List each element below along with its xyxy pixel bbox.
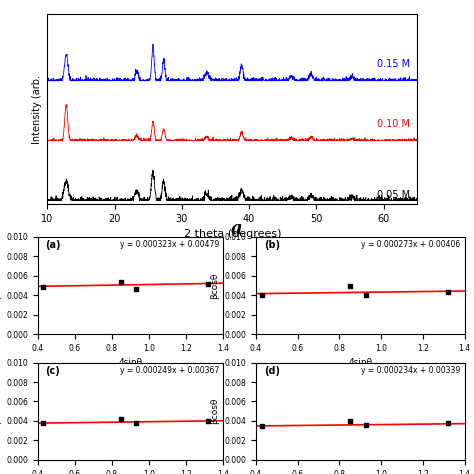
Text: 0.05 M: 0.05 M [377, 190, 410, 200]
Point [204, 417, 212, 425]
Text: y = 0.000323x + 0.00479: y = 0.000323x + 0.00479 [120, 240, 219, 249]
Text: a: a [231, 220, 243, 238]
Point [363, 292, 370, 299]
Point [117, 278, 125, 285]
Point [444, 289, 452, 296]
Point [346, 418, 354, 425]
Y-axis label: βcosθ: βcosθ [210, 398, 219, 424]
Point [204, 280, 212, 288]
Point [363, 421, 370, 428]
Point [132, 419, 140, 427]
Point [444, 419, 452, 427]
Text: (c): (c) [46, 365, 60, 375]
Text: (d): (d) [264, 365, 280, 375]
Text: y = 0.000273x + 0.00406: y = 0.000273x + 0.00406 [361, 240, 460, 249]
Point [117, 415, 125, 423]
X-axis label: 4sinθ: 4sinθ [118, 358, 142, 367]
Point [40, 419, 47, 427]
Point [132, 286, 140, 293]
Point [40, 283, 47, 291]
Text: 0.10 M: 0.10 M [377, 119, 410, 129]
Text: 0.15 M: 0.15 M [377, 59, 410, 69]
Y-axis label: βcosθ: βcosθ [0, 273, 1, 299]
Text: (b): (b) [264, 240, 281, 250]
Point [346, 282, 354, 289]
Y-axis label: βcosθ: βcosθ [0, 398, 1, 424]
Point [258, 291, 266, 299]
X-axis label: 4sinθ: 4sinθ [348, 358, 372, 367]
Text: y = 0.000234x + 0.00339: y = 0.000234x + 0.00339 [361, 365, 460, 374]
Text: (a): (a) [46, 240, 61, 250]
Y-axis label: βcosθ: βcosθ [210, 273, 219, 299]
Point [258, 422, 266, 430]
Text: y = 0.000249x + 0.00367: y = 0.000249x + 0.00367 [120, 365, 219, 374]
Y-axis label: Intensity (arb.: Intensity (arb. [32, 74, 42, 144]
X-axis label: 2 theta (degrees): 2 theta (degrees) [183, 229, 281, 239]
